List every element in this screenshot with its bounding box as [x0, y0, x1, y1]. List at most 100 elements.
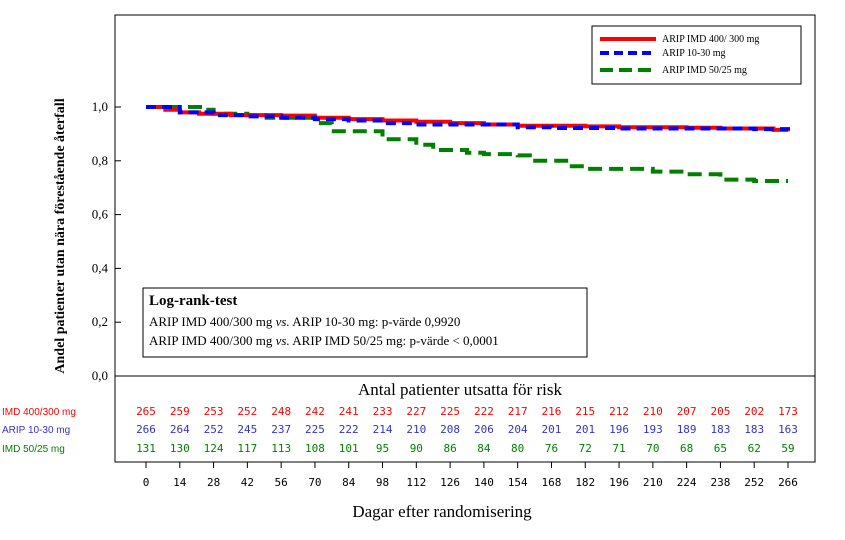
risk-cell: 217 — [508, 405, 528, 418]
y-axis-label: Andel patienter utan nära förestående åt… — [53, 98, 68, 373]
risk-cell: 90 — [410, 442, 423, 455]
risk-cell: 84 — [477, 442, 491, 455]
risk-cell: 210 — [406, 423, 426, 436]
risk-cell: 72 — [579, 442, 592, 455]
y-tick-label: 1,0 — [92, 99, 108, 114]
x-tick-label: 252 — [744, 476, 764, 489]
risk-cell: 248 — [271, 405, 291, 418]
x-tick-label: 224 — [677, 476, 697, 489]
logrank-box — [142, 287, 588, 358]
risk-cell: 237 — [271, 423, 291, 436]
risk-cell: 206 — [474, 423, 494, 436]
x-tick-label: 28 — [207, 476, 220, 489]
risk-cell: 163 — [778, 423, 798, 436]
risk-cell: 183 — [744, 423, 764, 436]
risk-cell: 214 — [373, 423, 393, 436]
risk-cell: 183 — [710, 423, 730, 436]
risk-table-title: Antal patienter utsatta för risk — [358, 380, 562, 399]
logrank-line-1-post: ARIP 10-30 mg: p-värde 0,9920 — [290, 314, 461, 329]
risk-cell: 95 — [376, 442, 389, 455]
risk-cell: 117 — [237, 442, 257, 455]
risk-cell: 202 — [744, 405, 764, 418]
x-tick-label: 238 — [710, 476, 730, 489]
risk-cell: 189 — [677, 423, 697, 436]
x-tick-label: 196 — [609, 476, 629, 489]
risk-cell: 210 — [643, 405, 663, 418]
risk-row-label: ARIP 10-30 mg — [2, 425, 70, 436]
series-lines — [146, 105, 790, 183]
risk-cell: 62 — [748, 442, 761, 455]
y-tick-label: 0,8 — [92, 153, 108, 168]
risk-cell: 225 — [305, 423, 325, 436]
risk-cell: 130 — [170, 442, 190, 455]
risk-cell: 68 — [680, 442, 693, 455]
x-tick-label: 112 — [406, 476, 426, 489]
risk-cell: 201 — [575, 423, 595, 436]
risk-cell: 253 — [204, 405, 224, 418]
x-tick-label: 154 — [508, 476, 528, 489]
y-axis: 0,0 0,2 0,4 0,6 0,8 1,0 — [92, 99, 121, 383]
x-tick-label: 140 — [474, 476, 494, 489]
risk-cell: 241 — [339, 405, 359, 418]
risk-cell: 124 — [204, 442, 224, 455]
logrank-line-1-vs: vs. — [276, 314, 290, 329]
y-tick-label: 0,6 — [92, 207, 109, 222]
risk-cell: 264 — [170, 423, 190, 436]
series-line-arip — [146, 105, 790, 132]
legend-label-arip: ARIP 10-30 mg — [662, 48, 726, 59]
risk-cell: 245 — [237, 423, 257, 436]
risk-row-label: IMD 50/25 mg — [2, 444, 65, 455]
risk-cell: 101 — [339, 442, 359, 455]
x-tick-label: 168 — [542, 476, 562, 489]
risk-cell: 205 — [710, 405, 730, 418]
risk-table: IMD 400/300 mg 265 259 253 252 248 242 241 233 22… — [2, 405, 798, 455]
series-line-imd50 — [146, 105, 788, 183]
risk-cell: 225 — [440, 405, 460, 418]
risk-cell: 208 — [440, 423, 460, 436]
risk-cell: 113 — [271, 442, 291, 455]
logrank-title: Log-rank-test — [149, 293, 237, 309]
risk-cell: 86 — [443, 442, 456, 455]
legend-box — [591, 25, 802, 85]
risk-cell: 233 — [373, 405, 393, 418]
risk-row-label: IMD 400/300 mg — [2, 407, 76, 418]
x-tick-label: 182 — [575, 476, 595, 489]
risk-cell: 227 — [406, 405, 426, 418]
logrank-line-2: ARIP IMD 400/300 mg vs. ARIP IMD 50/25 m… — [149, 333, 499, 348]
x-tick-label: 84 — [342, 476, 356, 489]
logrank-line-2-pre: ARIP IMD 400/300 mg — [149, 333, 276, 348]
risk-cell: 266 — [136, 423, 156, 436]
risk-cell: 204 — [508, 423, 528, 436]
risk-cell: 265 — [136, 405, 156, 418]
risk-cell: 259 — [170, 405, 190, 418]
risk-cell: 80 — [511, 442, 524, 455]
logrank-line-2-vs: vs. — [276, 333, 290, 348]
logrank-annotation: Log-rank-test ARIP IMD 400/300 mg vs. AR… — [142, 287, 588, 358]
plot-frame — [114, 14, 816, 463]
risk-cell: 216 — [542, 405, 562, 418]
legend-label-imd50: ARIP IMD 50/25 mg — [662, 65, 747, 76]
logrank-line-1-pre: ARIP IMD 400/300 mg — [149, 314, 276, 329]
risk-cell: 196 — [609, 423, 629, 436]
risk-cell: 212 — [609, 405, 629, 418]
risk-cell: 215 — [575, 405, 595, 418]
x-tick-label: 70 — [308, 476, 321, 489]
risk-cell: 131 — [136, 442, 156, 455]
x-tick-label: 56 — [275, 476, 288, 489]
risk-cell: 201 — [542, 423, 562, 436]
x-tick-label: 266 — [778, 476, 798, 489]
risk-cell: 70 — [646, 442, 659, 455]
legend: ARIP IMD 400/ 300 mg ARIP 10-30 mg ARIP … — [591, 25, 802, 85]
risk-cell: 222 — [339, 423, 359, 436]
risk-cell: 76 — [545, 442, 558, 455]
x-tick-label: 98 — [376, 476, 389, 489]
logrank-line-1: ARIP IMD 400/300 mg vs. ARIP 10-30 mg: p… — [149, 314, 460, 329]
risk-cell: 207 — [677, 405, 697, 418]
risk-cell: 65 — [714, 442, 727, 455]
risk-cell: 71 — [612, 442, 625, 455]
x-tick-label: 0 — [143, 476, 150, 489]
y-tick-label: 0,4 — [92, 260, 109, 275]
y-tick-label: 0,2 — [92, 314, 108, 329]
legend-label-imd400: ARIP IMD 400/ 300 mg — [662, 34, 759, 45]
